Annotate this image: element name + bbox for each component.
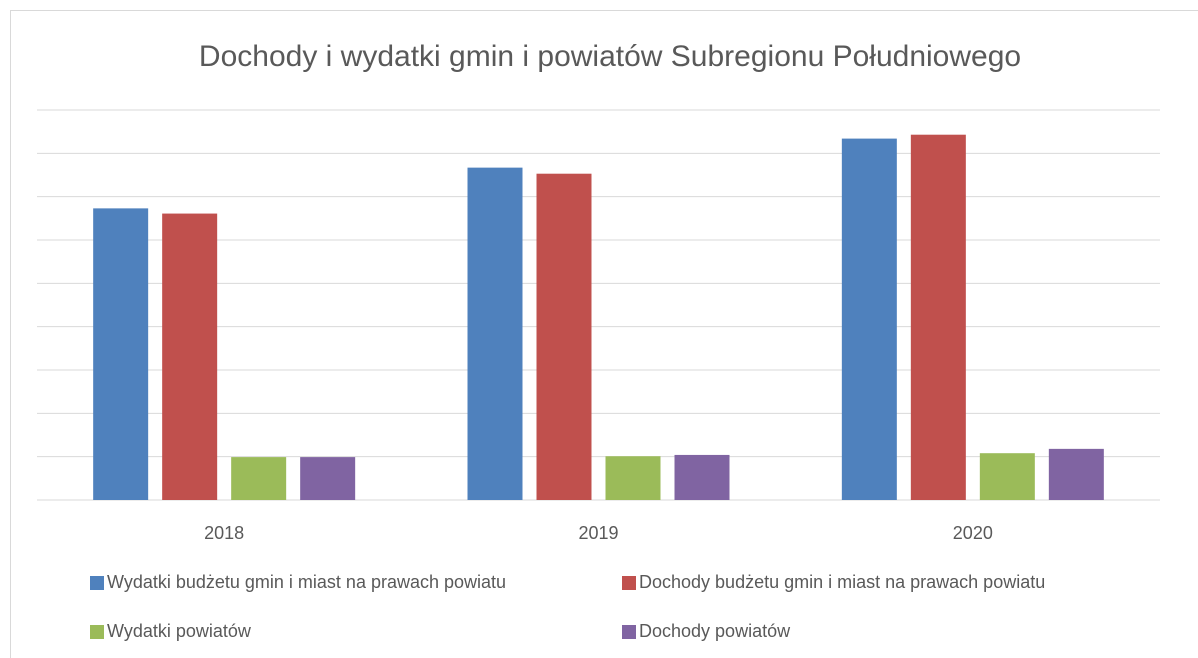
legend-label: Wydatki budżetu gmin i miast na prawach …	[107, 572, 506, 592]
x-tick-label: 2018	[204, 523, 244, 543]
bar	[979, 453, 1035, 500]
x-tick-label: 2020	[953, 523, 993, 543]
bar	[605, 456, 661, 500]
bar	[536, 173, 592, 500]
bar	[674, 454, 730, 500]
legend-label: Wydatki powiatów	[107, 621, 252, 641]
legend-swatch	[90, 625, 104, 639]
bar	[231, 457, 287, 500]
bar	[1048, 448, 1104, 500]
bar	[300, 457, 356, 500]
bar	[467, 167, 523, 500]
chart-title: Dochody i wydatki gmin i powiatów Subreg…	[199, 40, 1021, 73]
bar	[162, 213, 218, 501]
x-tick-label: 2019	[578, 523, 618, 543]
bar	[910, 134, 966, 500]
bar	[841, 138, 897, 500]
legend-swatch	[622, 625, 636, 639]
legend-label: Dochody budżetu gmin i miast na prawach …	[639, 572, 1045, 592]
legend-swatch	[90, 576, 104, 590]
legend-swatch	[622, 576, 636, 590]
legend-label: Dochody powiatów	[639, 621, 791, 641]
bar	[93, 208, 149, 500]
